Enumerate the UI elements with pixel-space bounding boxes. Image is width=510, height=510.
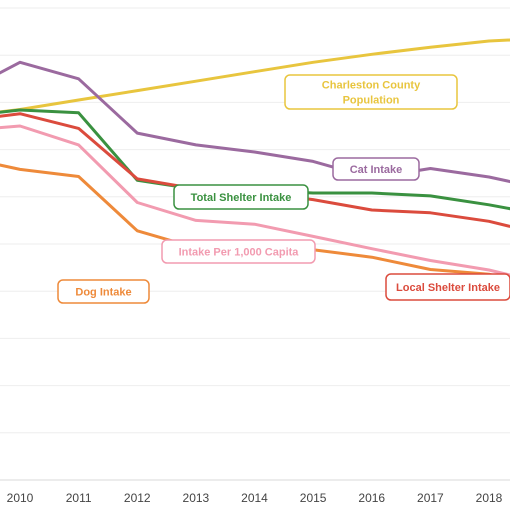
series-line-charleston-county-population [0, 38, 510, 114]
x-tick-label: 2016 [358, 491, 385, 505]
x-tick-label: 2010 [7, 491, 34, 505]
series-label-box [57, 279, 150, 304]
x-tick-label: 2015 [300, 491, 327, 505]
series-label-text: Intake Per 1,000 Capita [179, 247, 300, 259]
series-labels: Charleston County Population Cat Intake Tot… [57, 74, 510, 304]
series-label-local-shelter-intake: Local Shelter Intake [385, 273, 510, 301]
series-line-local-shelter-intake [0, 112, 510, 228]
x-tick-label: 2014 [241, 491, 268, 505]
series-label-text: Cat Intake [350, 164, 403, 176]
series-label-text: Dog Intake [75, 287, 131, 299]
x-tick-label: 2013 [183, 491, 210, 505]
series-line-cat-intake [0, 60, 510, 184]
series-label-charleston-county-population: Charleston County Population [284, 74, 458, 110]
x-tick-label: 2011 [66, 491, 92, 505]
series-label-box [284, 74, 458, 110]
series-line-intake-per-1-000-capita [0, 124, 510, 277]
series-label-total-shelter-intake: Total Shelter Intake [173, 184, 309, 210]
x-axis: 2010 2011 2012 2013 2014 2015 2016 2017 2018 [7, 491, 503, 505]
series-label-box [161, 239, 316, 264]
series-label-text: Charleston County [322, 80, 421, 92]
series-label-box [173, 184, 309, 210]
series-label-box [332, 157, 420, 181]
series-label-cat-intake: Cat Intake [332, 157, 420, 181]
x-tick-label: 2018 [476, 491, 503, 505]
series-label-text: Local Shelter Intake [396, 282, 500, 294]
x-tick-label: 2012 [124, 491, 151, 505]
series-label-text: Total Shelter Intake [191, 192, 292, 204]
x-tick-label: 2017 [417, 491, 444, 505]
series-label-box [385, 273, 510, 301]
series-label-intake-per-1-000-capita: Intake Per 1,000 Capita [161, 239, 316, 264]
series-label-dog-intake: Dog Intake [57, 279, 150, 304]
series-label-text: Population [343, 95, 400, 107]
